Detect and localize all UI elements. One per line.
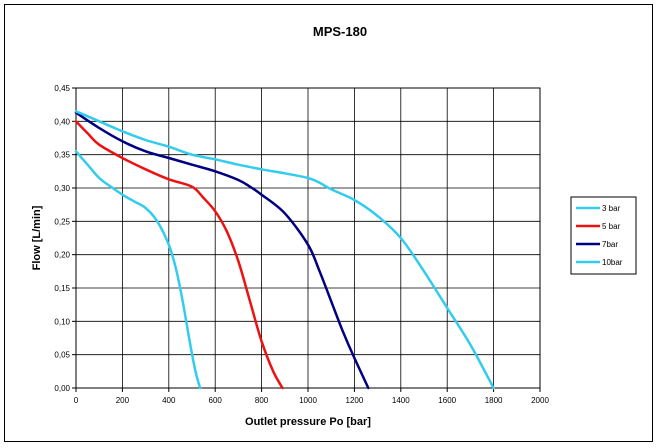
y-tick-label: 0,40 [54,117,70,126]
x-tick-label: 200 [116,396,130,405]
legend-label-4: 10bar [602,258,623,267]
y-tick-label: 0,10 [54,317,70,326]
x-tick-label: 0 [74,396,79,405]
x-tick-label: 2000 [531,396,549,405]
y-tick-label: 0,25 [54,217,70,226]
series-line-2 [74,120,284,390]
legend: 3 bar 5 bar 7bar 10bar [570,196,637,275]
series-line-4 [74,110,495,390]
y-tick-label: 0,05 [54,351,70,360]
y-tick-label: 0,15 [54,284,70,293]
x-tick-label: 1400 [392,396,410,405]
y-tick-label: 0,20 [54,251,70,260]
legend-label-1: 3 bar [602,204,621,213]
y-axis-label: Flow [L/min] [31,205,43,270]
chart-title: MPS-180 [313,24,367,39]
axis-ticks: 0 200 400 600 800 1000 1200 1400 1600 1800 2000 0,0… [54,84,549,405]
grid [76,88,540,388]
x-tick-label: 1600 [438,396,456,405]
x-tick-label: 400 [162,396,176,405]
x-tick-label: 1000 [299,396,317,405]
x-tick-label: 800 [255,396,269,405]
x-tick-label: 1800 [485,396,503,405]
series-line-3 [74,111,370,390]
legend-label-2: 5 bar [602,222,621,231]
y-tick-label: 0,00 [54,384,70,393]
chart-frame [4,4,653,442]
y-tick-label: 0,35 [54,151,70,160]
y-tick-label: 0,30 [54,184,70,193]
x-axis-label: Outlet pressure Po [bar] [245,416,371,428]
series-lines [74,110,495,390]
x-tick-label: 1200 [346,396,364,405]
legend-label-3: 7bar [602,240,618,249]
series-line-1 [74,150,202,390]
y-tick-label: 0,45 [54,84,70,93]
x-tick-label: 600 [209,396,223,405]
